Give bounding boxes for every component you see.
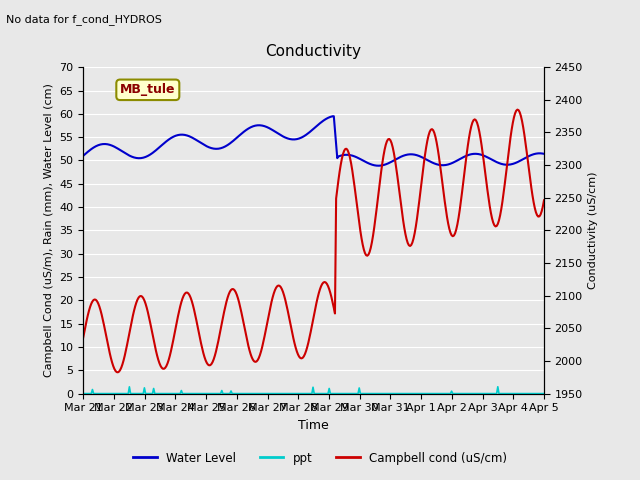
Y-axis label: Conductivity (uS/cm): Conductivity (uS/cm) bbox=[588, 172, 598, 289]
Legend: Water Level, ppt, Campbell cond (uS/cm): Water Level, ppt, Campbell cond (uS/cm) bbox=[128, 447, 512, 469]
Text: MB_tule: MB_tule bbox=[120, 84, 175, 96]
X-axis label: Time: Time bbox=[298, 419, 329, 432]
Text: No data for f_cond_HYDROS: No data for f_cond_HYDROS bbox=[6, 14, 163, 25]
Y-axis label: Campbell Cond (uS/m), Rain (mm), Water Level (cm): Campbell Cond (uS/m), Rain (mm), Water L… bbox=[44, 84, 54, 377]
Title: Conductivity: Conductivity bbox=[266, 44, 362, 59]
